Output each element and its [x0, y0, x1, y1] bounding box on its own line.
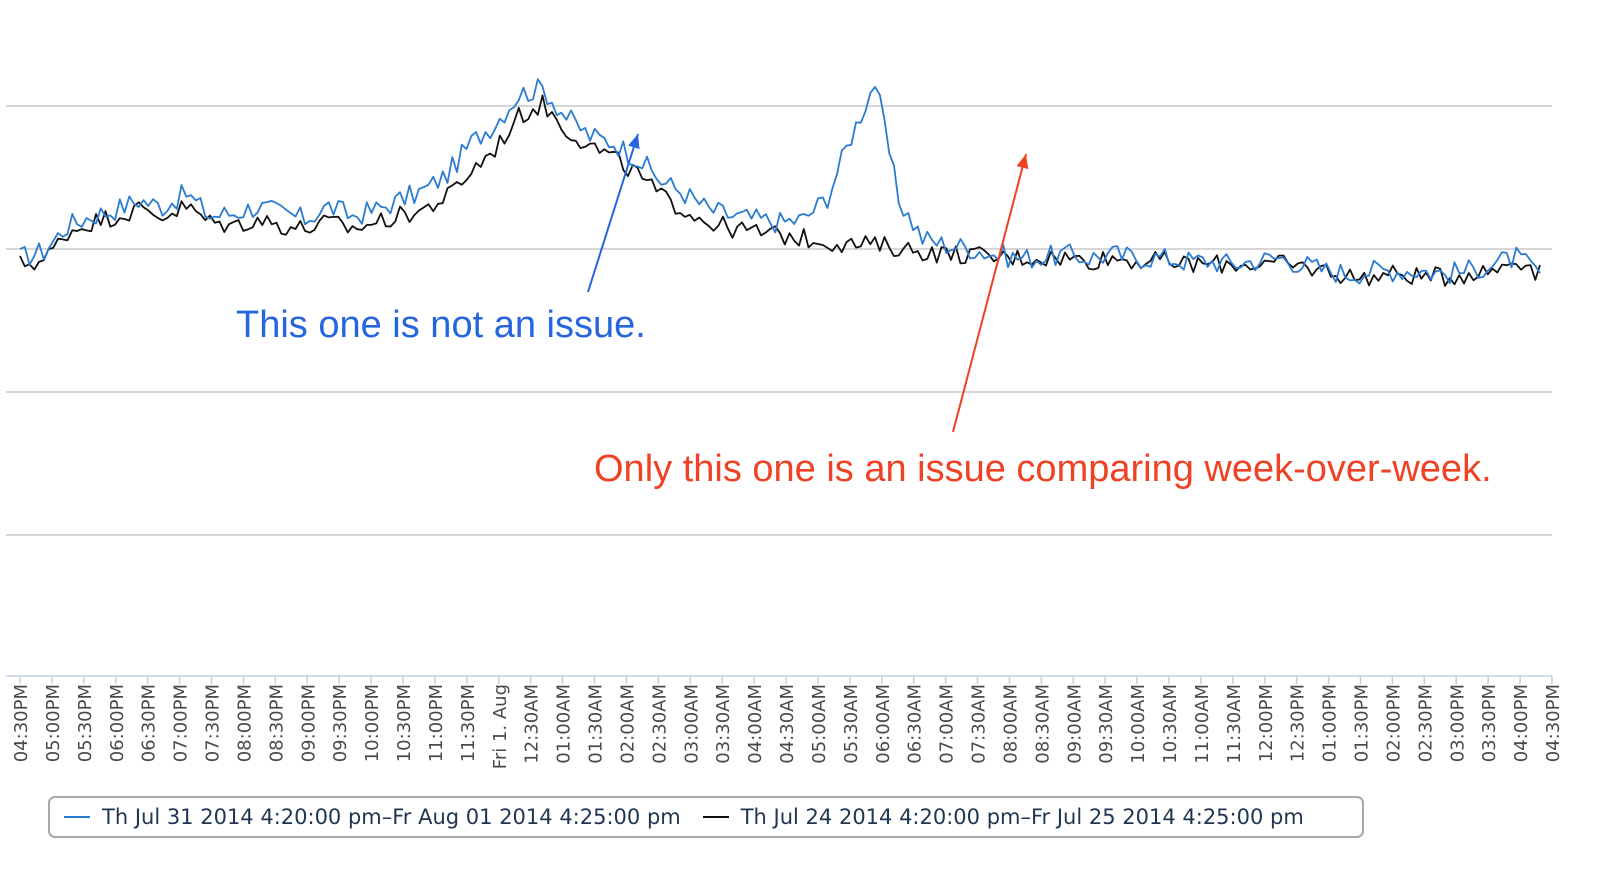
x-tick-label: 02:00PM [1383, 684, 1404, 762]
x-tick-label: 04:00PM [1511, 684, 1532, 762]
x-tick-label: 09:30PM [330, 684, 351, 762]
x-tick-label: 08:00AM [1000, 684, 1021, 764]
x-tick-label: 12:00PM [1256, 684, 1277, 762]
x-tick-label: 12:30AM [522, 684, 543, 764]
x-tick-label: 09:30AM [1096, 684, 1117, 764]
x-tick-label: 06:00PM [107, 684, 128, 762]
series-line-last-week [19, 94, 1541, 287]
x-tick-label: 01:00PM [1320, 684, 1341, 762]
x-tick-label: 08:00PM [234, 684, 255, 762]
legend-item-this-week[interactable]: Th Jul 31 2014 4:20:00 pm–Fr Aug 01 2014… [64, 805, 681, 829]
x-tick-label: 11:30AM [1224, 684, 1245, 764]
x-tick-label: 01:30PM [1352, 684, 1373, 762]
x-tick-label: 02:00AM [617, 684, 638, 764]
x-tick-label: 07:00AM [937, 684, 958, 764]
x-tick-label: 03:00AM [681, 684, 702, 764]
legend-label-this-week: Th Jul 31 2014 4:20:00 pm–Fr Aug 01 2014… [102, 805, 681, 829]
x-tick-label: 04:00AM [745, 684, 766, 764]
grid-lines [6, 105, 1552, 677]
x-tick-labels: 04:30PM 05:00PM 05:30PM 06:00PM 06:30PM 07:00… [11, 676, 1564, 769]
x-tick-label: 09:00PM [298, 684, 319, 762]
arrow-not-issue [587, 133, 640, 293]
x-tick-label: 11:30PM [458, 684, 479, 762]
x-tick-label: Fri 1. Aug [490, 684, 511, 769]
x-tick-label: 01:30AM [586, 684, 607, 764]
annotation-is-issue: Only this one is an issue comparing week… [594, 448, 1492, 490]
x-tick-label: 03:30AM [713, 684, 734, 764]
legend-swatch-black [702, 816, 729, 818]
x-tick-label: 10:30AM [1160, 684, 1181, 764]
x-tick-label: 10:00AM [1128, 684, 1149, 764]
x-tick-label: 02:30AM [649, 684, 670, 764]
x-tick-label: 04:30PM [1543, 684, 1564, 762]
chart-legend: Th Jul 31 2014 4:20:00 pm–Fr Aug 01 2014… [48, 796, 1364, 838]
x-tick-label: 03:30PM [1479, 684, 1500, 762]
x-tick-label: 01:00AM [554, 684, 575, 764]
series-group [19, 78, 1541, 287]
x-tick-label: 06:00AM [873, 684, 894, 764]
x-tick-label: 12:30PM [1288, 684, 1309, 762]
x-tick-label: 09:00AM [1064, 684, 1085, 764]
arrow-is-issue [952, 153, 1029, 433]
x-tick-label: 10:00PM [362, 684, 383, 762]
legend-item-last-week[interactable]: Th Jul 24 2014 4:20:00 pm–Fr Jul 25 2014… [702, 805, 1304, 829]
x-tick-label: 11:00AM [1192, 684, 1213, 764]
x-tick-label: 08:30AM [1032, 684, 1053, 764]
x-tick-label: 04:30AM [777, 684, 798, 764]
x-tick-label: 04:30PM [11, 684, 32, 762]
x-tick-label: 10:30PM [394, 684, 415, 762]
legend-swatch-blue [64, 816, 90, 818]
x-tick-label: 05:30AM [841, 684, 862, 764]
series-line-this-week [19, 78, 1541, 285]
x-tick-label: 05:00AM [809, 684, 830, 764]
x-tick-label: 05:00PM [43, 684, 64, 762]
x-tick-label: 07:30AM [969, 684, 990, 764]
x-tick-label: 07:00PM [171, 684, 192, 762]
legend-label-last-week: Th Jul 24 2014 4:20:00 pm–Fr Jul 25 2014… [740, 805, 1304, 829]
x-tick-label: 02:30PM [1415, 684, 1436, 762]
x-tick-label: 05:30PM [75, 684, 96, 762]
x-tick-label: 06:30PM [139, 684, 160, 762]
annotation-arrows [587, 133, 1029, 433]
x-tick-label: 11:00PM [426, 684, 447, 762]
x-tick-label: 07:30PM [203, 684, 224, 762]
x-tick-label: 03:00PM [1447, 684, 1468, 762]
annotation-not-issue: This one is not an issue. [236, 304, 646, 346]
x-tick-label: 08:30PM [266, 684, 287, 762]
x-tick-label: 06:30AM [905, 684, 926, 764]
